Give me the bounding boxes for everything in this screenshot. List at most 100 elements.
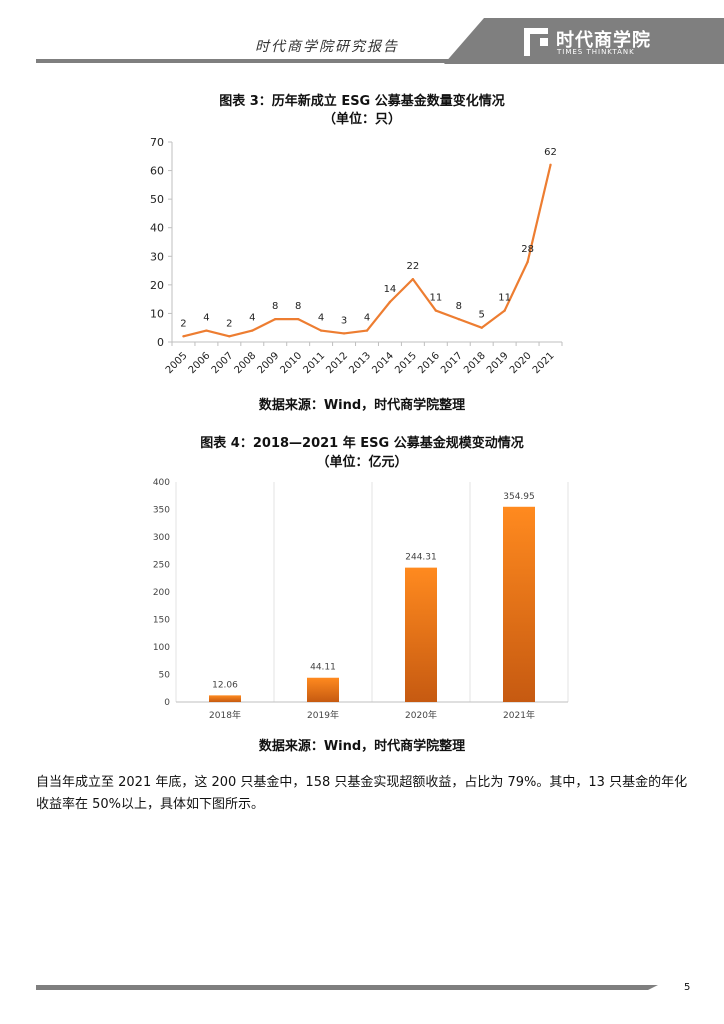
y-tick-label: 200 (153, 588, 170, 598)
x-tick-label: 2019年 (307, 709, 339, 721)
y-tick-label: 250 (153, 561, 170, 571)
data-label: 4 (318, 313, 324, 324)
data-point (388, 300, 392, 304)
data-point (251, 329, 254, 332)
header-banner (444, 18, 724, 64)
chart4-title: 图表 4：2018—2021 年 ESG 公募基金规模变动情况 (200, 436, 524, 451)
header-rule (36, 59, 556, 63)
logo-subtitle: TIMES THINKTANK (557, 48, 635, 56)
line-chart: 0102030405060702005200620072008200920102… (150, 136, 563, 376)
data-label: 2 (180, 318, 186, 329)
data-label: 14 (384, 284, 397, 295)
data-point (342, 332, 346, 335)
y-tick-label: 60 (150, 165, 164, 178)
y-tick-label: 70 (150, 136, 164, 149)
y-tick-label: 20 (150, 279, 164, 292)
y-tick-label: 50 (150, 193, 164, 206)
x-tick-label: 2005 (164, 350, 190, 376)
data-label: 11 (498, 293, 511, 304)
x-tick-label: 2012 (324, 350, 350, 376)
y-tick-label: 50 (159, 671, 171, 681)
data-point (228, 335, 231, 338)
data-label: 5 (479, 310, 485, 321)
data-point (503, 309, 506, 312)
chart3-title: 图表 3：历年新成立 ESG 公募基金数量变化情况 (219, 94, 505, 109)
bar-value-label: 44.11 (310, 663, 336, 673)
footer-rule (36, 985, 648, 990)
x-tick-label: 2021年 (503, 709, 535, 721)
data-label: 8 (295, 301, 301, 312)
y-tick-label: 0 (157, 336, 164, 349)
data-point (549, 163, 552, 167)
x-tick-label: 2021 (531, 350, 557, 376)
y-tick-label: 400 (153, 478, 170, 488)
x-tick-label: 2018年 (209, 709, 241, 721)
y-tick-label: 30 (150, 250, 164, 263)
x-tick-label: 2011 (301, 350, 327, 376)
data-point (296, 317, 300, 321)
bar-value-label: 244.31 (405, 553, 437, 563)
bar (209, 695, 241, 702)
data-point (480, 326, 483, 329)
x-tick-label: 2017 (439, 350, 465, 376)
data-point (457, 317, 460, 321)
y-tick-label: 10 (150, 307, 164, 320)
data-label: 8 (456, 301, 462, 312)
chart4-source: 数据来源：Wind，时代商学院整理 (258, 739, 466, 754)
y-tick-label: 350 (153, 506, 170, 516)
data-label: 62 (544, 147, 557, 158)
x-tick-label: 2014 (370, 350, 396, 376)
logo-icon (524, 28, 548, 56)
bar (503, 506, 535, 702)
data-label: 2 (226, 318, 232, 329)
data-point (434, 309, 438, 312)
y-tick-label: 40 (150, 222, 164, 235)
footer-rule-cap (648, 985, 658, 990)
data-point (182, 335, 185, 338)
chart3-source: 数据来源：Wind，时代商学院整理 (258, 398, 466, 413)
data-point (411, 277, 415, 281)
y-tick-label: 0 (164, 698, 170, 708)
bar-value-label: 12.06 (212, 680, 238, 690)
y-tick-label: 300 (153, 533, 170, 543)
bar-value-label: 354.95 (503, 492, 535, 502)
x-tick-label: 2006 (187, 350, 213, 376)
x-tick-label: 2015 (393, 350, 419, 376)
data-label: 4 (249, 313, 255, 324)
bar (307, 677, 339, 702)
y-tick-label: 150 (153, 616, 170, 626)
chart4-unit: （单位：亿元） (316, 455, 408, 470)
data-label: 11 (429, 293, 442, 304)
x-tick-label: 2016 (416, 350, 442, 376)
data-label: 28 (521, 244, 534, 255)
chart3-unit: （单位：只） (322, 112, 401, 127)
body-paragraph: 自当年成立至 2021 年底，这 200 只基金中，158 只基金实现超额收益，… (36, 775, 688, 812)
x-tick-label: 2010 (279, 350, 305, 376)
logo: 时代商学院 TIMES THINKTANK (524, 26, 704, 60)
page-number: 5 (684, 982, 691, 993)
data-label: 8 (272, 301, 278, 312)
data-label: 22 (407, 261, 420, 272)
data-point (274, 317, 277, 321)
series-line (183, 164, 552, 338)
x-tick-label: 2020年 (405, 709, 437, 721)
logo-name: 时代商学院 (556, 30, 651, 51)
data-label: 4 (364, 313, 370, 324)
data-point (319, 329, 323, 332)
data-label: 3 (341, 315, 347, 326)
bar-chart: 0 50 100 150 200 250 300 350 400 12.06 2018年 44.11 2… (153, 478, 569, 721)
data-label: 4 (203, 313, 209, 324)
x-tick-label: 2007 (210, 350, 236, 376)
data-point (205, 329, 208, 332)
data-point (365, 329, 369, 332)
x-tick-label: 2013 (347, 350, 373, 376)
x-tick-label: 2009 (256, 350, 282, 376)
y-tick-label: 100 (153, 643, 170, 653)
report-title: 时代商学院研究报告 (255, 39, 399, 55)
data-point (526, 260, 529, 264)
x-tick-label: 2008 (233, 350, 259, 376)
bar (405, 567, 437, 702)
x-tick-label: 2020 (508, 350, 534, 376)
x-tick-label: 2019 (485, 350, 511, 376)
x-tick-label: 2018 (462, 350, 488, 376)
